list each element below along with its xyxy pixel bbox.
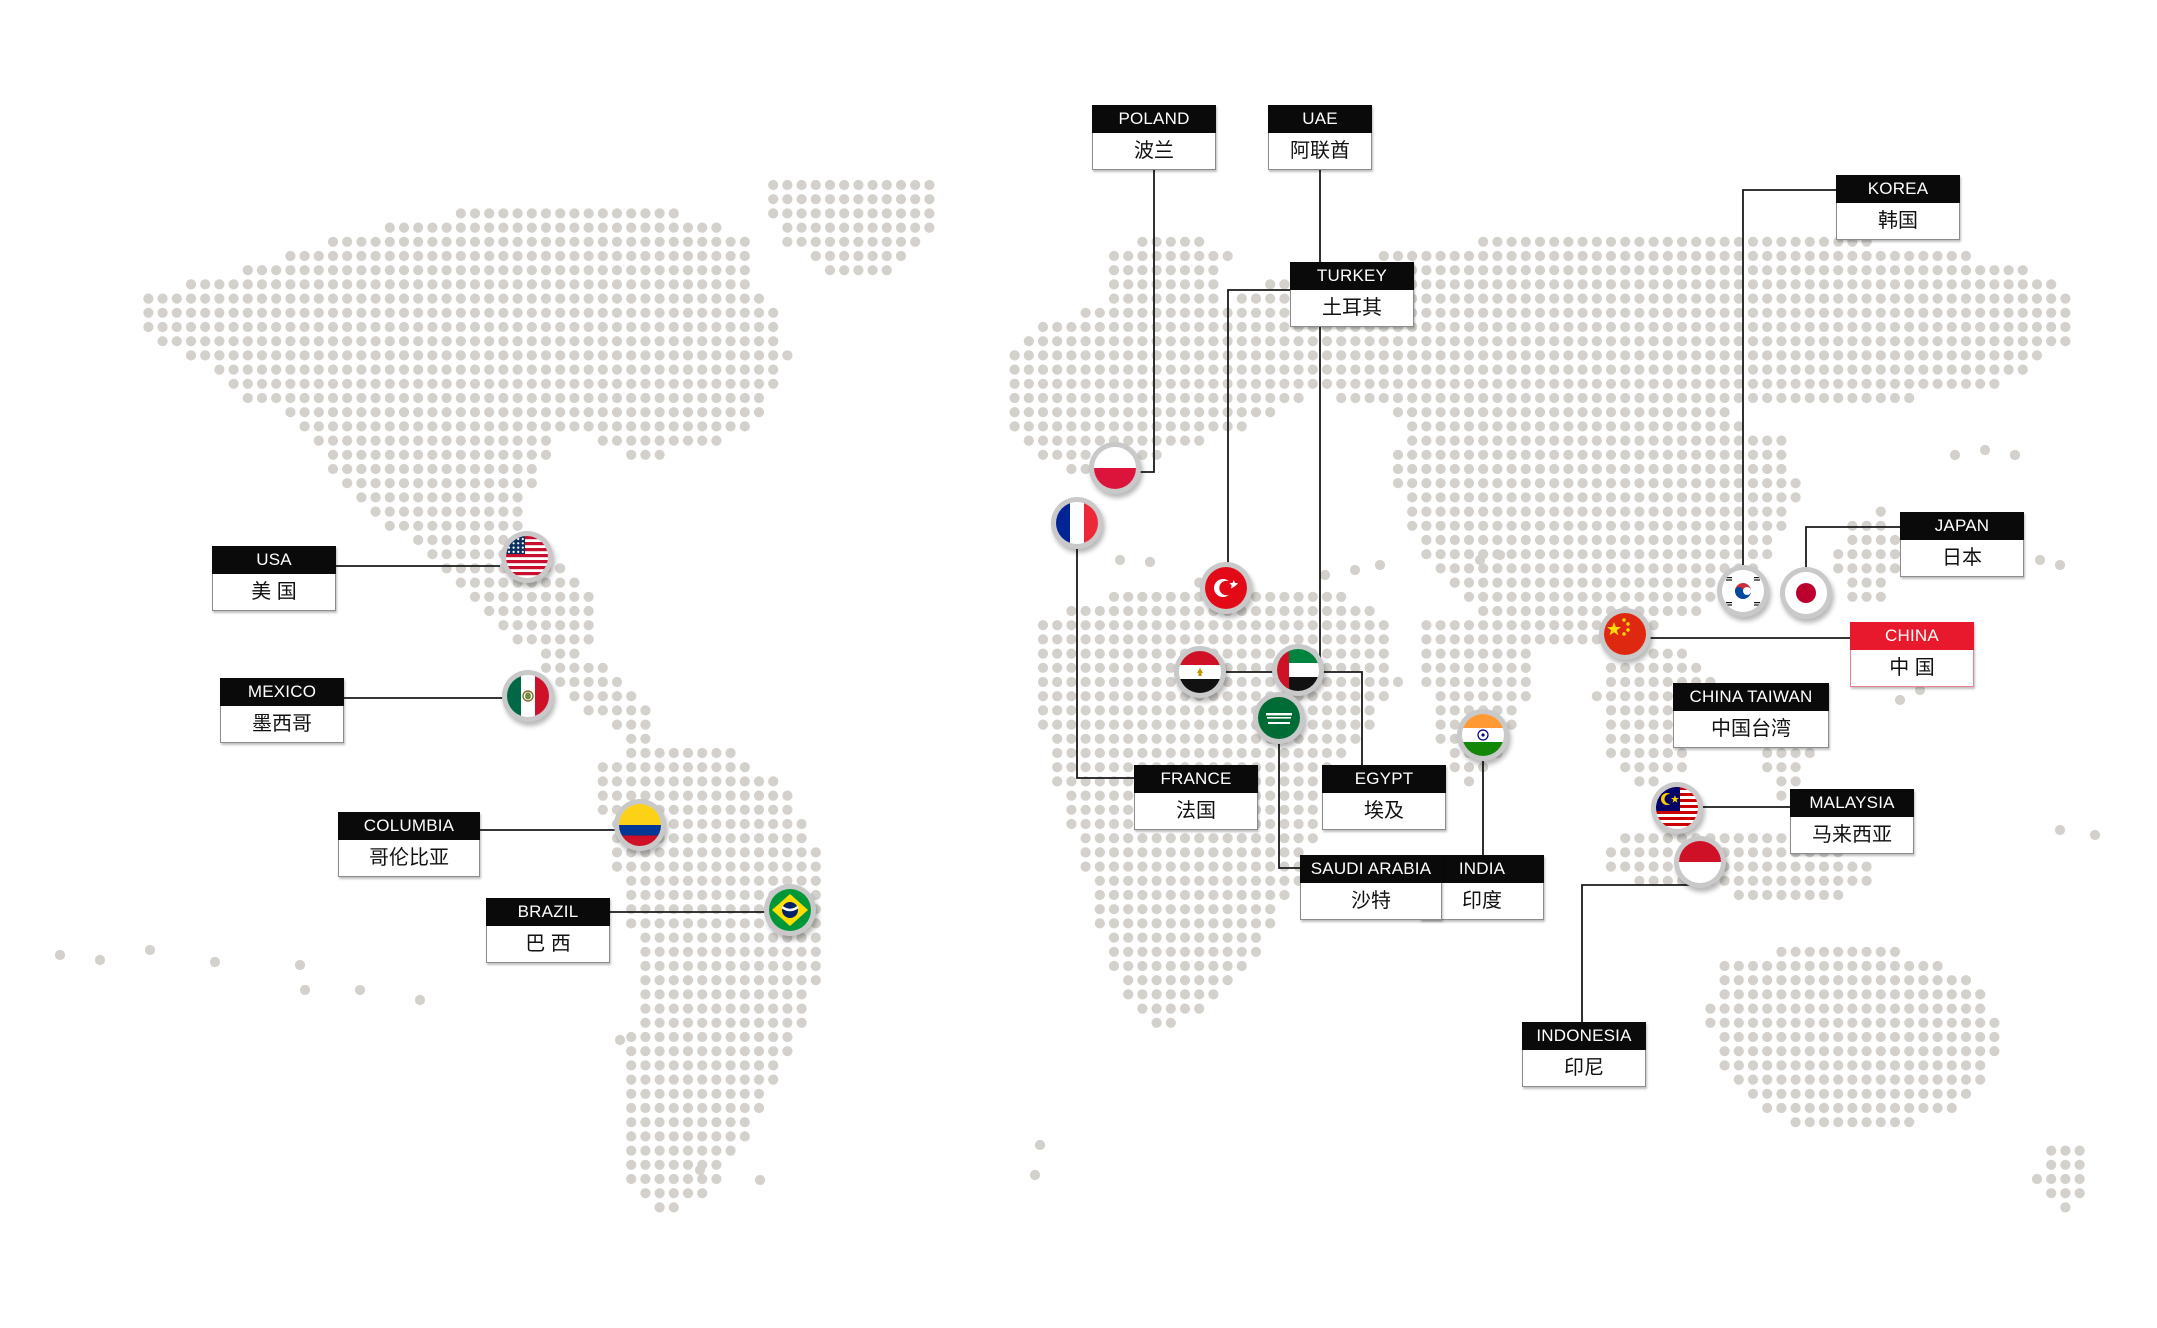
country-name-en-brazil: BRAZIL (486, 898, 610, 926)
country-name-en-mexico: MEXICO (220, 678, 344, 706)
country-label-egypt[interactable]: EGYPT 埃及 (1322, 765, 1446, 830)
country-name-cn-usa: 美 国 (212, 574, 336, 611)
kr-flag-icon (1722, 570, 1764, 612)
in-flag-icon (1462, 714, 1504, 756)
country-name-en-indonesia: INDONESIA (1522, 1022, 1646, 1050)
fr-flag-icon (1056, 502, 1098, 544)
country-name-cn-korea: 韩国 (1836, 203, 1960, 240)
flag-marker-saudi-arabia[interactable] (1253, 692, 1305, 744)
flag-marker-india[interactable] (1457, 709, 1509, 761)
country-name-cn-japan: 日本 (1900, 540, 2024, 577)
country-name-cn-poland: 波兰 (1092, 133, 1216, 170)
country-name-en-malaysia: MALAYSIA (1790, 789, 1914, 817)
country-name-en-china-taiwan: CHINA TAIWAN (1673, 683, 1829, 711)
country-name-cn-china: 中 国 (1850, 650, 1974, 687)
country-name-en-columbia: COLUMBIA (338, 812, 480, 840)
country-name-cn-egypt: 埃及 (1322, 793, 1446, 830)
country-label-malaysia[interactable]: MALAYSIA 马来西亚 (1790, 789, 1914, 854)
country-name-cn-uae: 阿联酋 (1268, 133, 1372, 170)
country-label-china[interactable]: CHINA 中 国 (1850, 622, 1974, 687)
country-name-en-egypt: EGYPT (1322, 765, 1446, 793)
flag-marker-turkey[interactable] (1200, 562, 1252, 614)
country-name-cn-indonesia: 印尼 (1522, 1050, 1646, 1087)
country-name-cn-turkey: 土耳其 (1290, 290, 1414, 327)
country-label-france[interactable]: FRANCE 法国 (1134, 765, 1258, 830)
flag-marker-indonesia[interactable] (1674, 836, 1726, 888)
flag-marker-malaysia[interactable] (1651, 782, 1703, 834)
country-label-usa[interactable]: USA 美 国 (212, 546, 336, 611)
sa-flag-icon (1258, 697, 1300, 739)
eg-flag-icon (1179, 651, 1221, 693)
flag-marker-usa[interactable] (501, 531, 553, 583)
country-name-en-japan: JAPAN (1900, 512, 2024, 540)
country-label-columbia[interactable]: COLUMBIA 哥伦比亚 (338, 812, 480, 877)
country-name-cn-columbia: 哥伦比亚 (338, 840, 480, 877)
country-name-cn-china-taiwan: 中国台湾 (1673, 711, 1829, 748)
flag-marker-brazil[interactable] (764, 884, 816, 936)
country-label-turkey[interactable]: TURKEY 土耳其 (1290, 262, 1414, 327)
country-name-cn-brazil: 巴 西 (486, 926, 610, 963)
country-name-cn-france: 法国 (1134, 793, 1258, 830)
country-name-en-turkey: TURKEY (1290, 262, 1414, 290)
co-flag-icon (619, 804, 661, 846)
country-name-en-usa: USA (212, 546, 336, 574)
flag-marker-egypt[interactable] (1174, 646, 1226, 698)
country-name-cn-mexico: 墨西哥 (220, 706, 344, 743)
mx-flag-icon (507, 675, 549, 717)
flag-marker-france[interactable] (1051, 497, 1103, 549)
country-label-saudi-arabia[interactable]: SAUDI ARABIA 沙特 (1300, 855, 1442, 920)
flag-marker-uae[interactable] (1272, 644, 1324, 696)
country-label-korea[interactable]: KOREA 韩国 (1836, 175, 1960, 240)
country-label-mexico[interactable]: MEXICO 墨西哥 (220, 678, 344, 743)
jp-flag-icon (1785, 572, 1827, 614)
country-label-indonesia[interactable]: INDONESIA 印尼 (1522, 1022, 1646, 1087)
country-label-uae[interactable]: UAE 阿联酋 (1268, 105, 1372, 170)
country-name-cn-saudi-arabia: 沙特 (1300, 883, 1442, 920)
flag-marker-poland[interactable] (1089, 442, 1141, 494)
country-name-en-france: FRANCE (1134, 765, 1258, 793)
pl-flag-icon (1094, 447, 1136, 489)
country-name-en-saudi-arabia: SAUDI ARABIA (1300, 855, 1442, 883)
country-name-en-korea: KOREA (1836, 175, 1960, 203)
ae-flag-icon (1277, 649, 1319, 691)
country-label-poland[interactable]: POLAND 波兰 (1092, 105, 1216, 170)
country-name-cn-malaysia: 马来西亚 (1790, 817, 1914, 854)
flag-marker-japan[interactable] (1780, 567, 1832, 619)
br-flag-icon (769, 889, 811, 931)
country-name-en-uae: UAE (1268, 105, 1372, 133)
country-label-china-taiwan[interactable]: CHINA TAIWAN 中国台湾 (1673, 683, 1829, 748)
flag-marker-korea[interactable] (1717, 565, 1769, 617)
country-label-brazil[interactable]: BRAZIL 巴 西 (486, 898, 610, 963)
tr-flag-icon (1205, 567, 1247, 609)
cn-flag-icon (1604, 613, 1646, 655)
country-name-en-china: CHINA (1850, 622, 1974, 650)
flag-marker-china[interactable] (1599, 608, 1651, 660)
us-flag-icon (506, 536, 548, 578)
my-flag-icon (1656, 787, 1698, 829)
country-name-en-poland: POLAND (1092, 105, 1216, 133)
country-label-japan[interactable]: JAPAN 日本 (1900, 512, 2024, 577)
id-flag-icon (1679, 841, 1721, 883)
flag-marker-columbia[interactable] (614, 799, 666, 851)
flag-marker-mexico[interactable] (502, 670, 554, 722)
